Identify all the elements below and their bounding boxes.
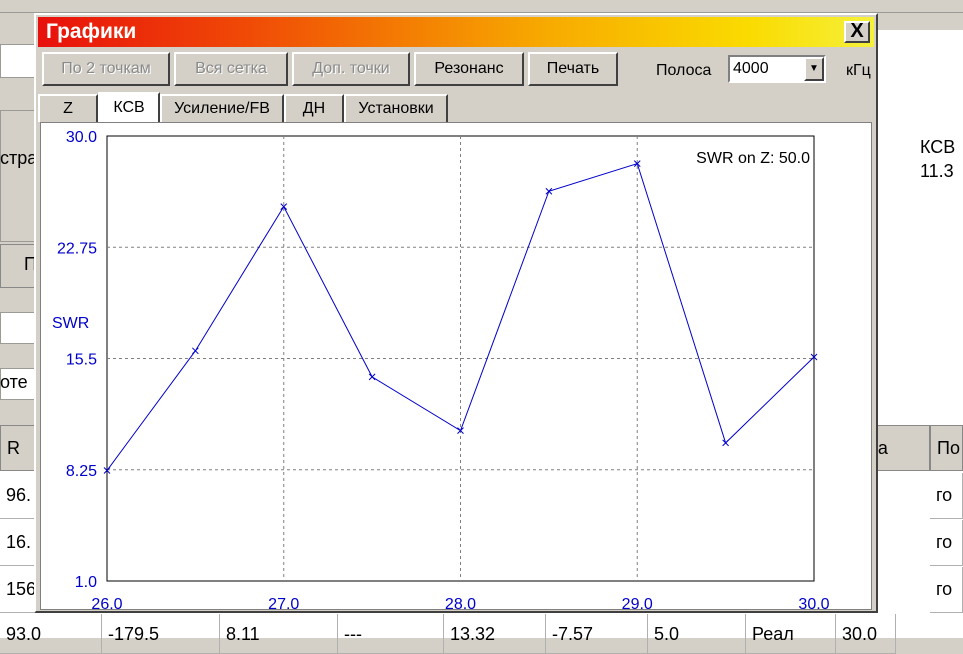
tab-gain-fb[interactable]: Усиление/FB [160, 94, 284, 122]
tab-pattern[interactable]: ДН [284, 94, 344, 122]
table-cell[interactable]: 96. [0, 473, 36, 519]
resonance-button[interactable]: Резонанс [414, 52, 524, 86]
y-tick-label: 1.0 [75, 574, 97, 591]
swr-chart-panel: 26.0 27.0 28.0 29.0 30.0 30.0 22.75 15.5 8.25 1.0… [40, 122, 872, 610]
background-left-panel [0, 110, 38, 242]
y-axis-label: SWR [52, 315, 89, 332]
dialog-titlebar[interactable]: Графики X [38, 17, 874, 47]
background-swr-value: 11.3 [920, 161, 954, 181]
whole-grid-button[interactable]: Вся сетка [174, 52, 288, 86]
chart-annotation: SWR on Z: 50.0 [696, 150, 810, 167]
table-cell[interactable]: 13.32 [444, 614, 546, 654]
y-tick-label: 8.25 [66, 463, 97, 480]
y-tick-label: 30.0 [66, 129, 97, 146]
graphs-dialog: Графики X По 2 точкам Вся сетка Доп. точ… [34, 13, 878, 613]
data-point [368, 373, 376, 381]
background-left-field-2-text: оте [0, 372, 28, 392]
table-cell[interactable]: 156 [0, 567, 36, 613]
band-value: 4000 [733, 60, 769, 77]
band-unit: кГц [846, 62, 871, 79]
background-swr-label: КСВ [920, 137, 956, 157]
by-two-points-button[interactable]: По 2 точкам [42, 52, 170, 86]
table-cell[interactable]: 30.0 [836, 614, 896, 654]
data-point [103, 467, 111, 474]
tab-z[interactable]: Z [38, 94, 98, 122]
y-tick-label: 22.75 [57, 240, 97, 257]
background-swr-readout: КСВ 11.3 [920, 135, 955, 183]
table-cell[interactable]: -179.5 [102, 614, 220, 654]
data-point [457, 427, 464, 434]
data-point [192, 347, 199, 355]
background-left-button-label: П [24, 254, 37, 274]
table-header-r[interactable]: R [0, 425, 36, 471]
x-tick-label: 27.0 [268, 596, 299, 609]
table-cell[interactable]: го [930, 567, 963, 613]
chevron-down-icon[interactable]: ▼ [804, 57, 824, 81]
swr-chart: 26.0 27.0 28.0 29.0 30.0 30.0 22.75 15.5 8.25 1.0… [52, 129, 830, 609]
table-cell[interactable]: 16. [0, 520, 36, 566]
x-tick-label: 30.0 [798, 596, 829, 609]
x-tick-label: 26.0 [91, 596, 122, 609]
data-point [810, 353, 818, 361]
data-point [545, 187, 553, 195]
close-icon: X [850, 20, 864, 42]
print-button[interactable]: Печать [528, 52, 618, 86]
table-cell[interactable]: го [930, 520, 963, 566]
band-select[interactable]: 4000 ▼ [728, 55, 826, 83]
table-cell[interactable]: 5.0 [648, 614, 746, 654]
data-point [633, 160, 641, 167]
x-tick-label: 28.0 [445, 596, 476, 609]
table-header-pol[interactable]: По [930, 425, 963, 471]
close-button[interactable]: X [844, 21, 870, 43]
data-point [722, 439, 729, 447]
tab-swr[interactable]: КСВ [98, 92, 160, 124]
background-left-field[interactable] [0, 312, 38, 344]
table-cell[interactable]: Реал [746, 614, 836, 654]
y-tick-label: 15.5 [66, 352, 97, 369]
table-cell[interactable]: -7.57 [546, 614, 648, 654]
background-left-text: стра [0, 148, 38, 168]
table-cell[interactable]: 8.11 [220, 614, 338, 654]
x-tick-label: 29.0 [622, 596, 653, 609]
background-top-bar [0, 0, 963, 13]
background-right-panel [878, 30, 963, 425]
table-cell[interactable]: го [930, 473, 963, 519]
tab-settings[interactable]: Установки [344, 94, 448, 122]
data-point [280, 203, 288, 210]
table-cell[interactable]: --- [338, 614, 444, 654]
band-label: Полоса [656, 62, 712, 79]
table-cell[interactable]: 93.0 [0, 614, 102, 654]
background-left-button[interactable] [0, 244, 38, 288]
extra-points-button[interactable]: Доп. точки [292, 52, 410, 86]
dialog-title: Графики [46, 20, 137, 43]
